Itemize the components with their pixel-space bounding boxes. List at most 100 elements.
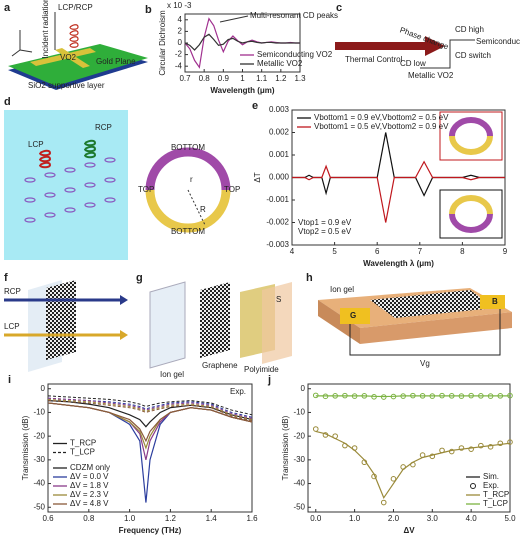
y-tick-label: -4 xyxy=(175,61,183,70)
exp-point xyxy=(351,445,358,451)
y-axis-label: Circular Dichroism xyxy=(158,10,167,76)
plot-frame xyxy=(47,383,253,513)
exp-point xyxy=(342,392,348,399)
exp-point xyxy=(478,442,484,449)
panel-g: g Ion gel Graphene Polyimide S xyxy=(136,272,292,379)
g-label: G xyxy=(350,311,356,320)
series-line-lcp xyxy=(47,398,253,421)
y-tick-label: -2 xyxy=(175,50,183,59)
x-tick-label: 4.0 xyxy=(466,514,478,523)
legend-label: Vbottom1 = 0.9 eV,Vbottom2 = 0.5 eV xyxy=(314,113,449,122)
panel-label: i xyxy=(8,374,11,386)
top-label: TOP xyxy=(138,185,154,194)
panel-label: j xyxy=(267,374,271,386)
x-tick-label: 2.0 xyxy=(388,514,400,523)
panel-label: a xyxy=(4,2,11,14)
bottom-label: BOTTOM xyxy=(171,143,205,152)
beam-label: LCP/RCP xyxy=(58,3,93,12)
exp-point xyxy=(380,394,387,400)
annotation: Exp. xyxy=(230,387,246,396)
y-tick-label: 4 xyxy=(178,15,183,24)
y-tick-label: 2 xyxy=(178,27,183,36)
y-tick-label: 0.003 xyxy=(269,105,290,114)
legend-label: Semiconducting VO2 xyxy=(257,50,333,59)
series-line xyxy=(315,430,511,500)
legend-label: Exp. xyxy=(483,481,499,490)
x-tick-label: 0.9 xyxy=(218,74,230,83)
legend-marker xyxy=(470,483,476,489)
x-tick-label: 0.8 xyxy=(199,74,211,83)
panel-label: c xyxy=(336,2,342,14)
x-tick-label: 5.0 xyxy=(504,514,516,523)
x-tick-label: 8 xyxy=(460,247,465,256)
series-line-lcp xyxy=(47,395,253,416)
metal-label: Metallic VO2 xyxy=(408,71,454,80)
series-line-lcp xyxy=(47,397,253,419)
panel-f: f RCP LCP xyxy=(4,272,128,372)
series-line xyxy=(315,395,510,398)
panel-c: c Thermal Control Phase change CD high S… xyxy=(335,2,520,80)
legend-label: T_RCP xyxy=(483,490,509,499)
exp-point xyxy=(312,426,319,432)
legend-label: Metallic VO2 xyxy=(257,59,303,68)
y-tick-label: -0.002 xyxy=(266,218,289,227)
lcp-label: LCP xyxy=(28,140,44,149)
exp-point xyxy=(371,473,377,480)
x-tick-label: 1.0 xyxy=(124,514,136,523)
exp-point xyxy=(439,447,445,454)
exp-point xyxy=(371,394,377,400)
y-tick-label: -0.001 xyxy=(266,195,289,204)
legend-label: T_LCP xyxy=(483,499,508,508)
exp-point xyxy=(429,393,436,399)
s-label: S xyxy=(276,295,281,304)
exp-point xyxy=(448,448,455,455)
panel-label: g xyxy=(136,272,143,284)
exp-point xyxy=(390,393,397,400)
exp-point xyxy=(468,446,474,452)
y-tick-label: 0 xyxy=(178,38,183,47)
y-tick-label: -40 xyxy=(293,479,305,488)
exp-point xyxy=(322,393,329,400)
panel-label: d xyxy=(4,96,11,108)
x-axis-label: Frequency (THz) xyxy=(119,526,182,535)
exp-point xyxy=(468,392,474,399)
exp-point xyxy=(322,432,329,438)
y-axis-label: ΔT xyxy=(253,172,262,182)
x-tick-label: 9 xyxy=(503,247,508,256)
polyimide-label: Polyimide xyxy=(244,365,279,374)
rcp-label: RCP xyxy=(95,123,112,132)
x-tick-label: 1.6 xyxy=(246,514,258,523)
panel-label: b xyxy=(145,4,152,16)
y-tick-label: 0.002 xyxy=(269,128,290,137)
exp-point xyxy=(312,392,319,399)
y-tick-label: -0.003 xyxy=(266,240,289,249)
y-scale: x 10 -3 xyxy=(167,1,192,10)
exp-point xyxy=(429,453,436,460)
exp-point xyxy=(361,393,368,399)
y-tick-label: -10 xyxy=(293,408,305,417)
gel-label: Ion gel xyxy=(330,285,354,294)
exp-point xyxy=(458,445,465,451)
x-tick-label: 5 xyxy=(332,247,337,256)
R-label: R xyxy=(200,205,206,214)
x-tick-label: 1.1 xyxy=(256,74,268,83)
exp-point xyxy=(478,393,484,399)
x-tick-label: 0.8 xyxy=(83,514,95,523)
y-tick-label: 0 xyxy=(41,384,46,393)
x-tick-label: 1.2 xyxy=(275,74,287,83)
y-tick-label: 0.001 xyxy=(269,150,290,159)
exp-point xyxy=(410,392,416,399)
exp-point xyxy=(497,393,504,399)
panel-label: e xyxy=(252,100,258,112)
x-tick-label: 1.4 xyxy=(206,514,218,523)
gel-label: Ion gel xyxy=(160,370,184,379)
panel-h: h Ion gel B G Vg xyxy=(306,272,512,368)
legend-label: T_RCP xyxy=(70,439,96,448)
x-tick-label: 3.0 xyxy=(427,514,439,523)
high-label: CD high xyxy=(455,25,484,34)
series-line xyxy=(47,402,253,443)
b-label: B xyxy=(492,297,498,306)
x-tick-label: 0.7 xyxy=(179,74,191,83)
x-tick-label: 6 xyxy=(375,247,380,256)
